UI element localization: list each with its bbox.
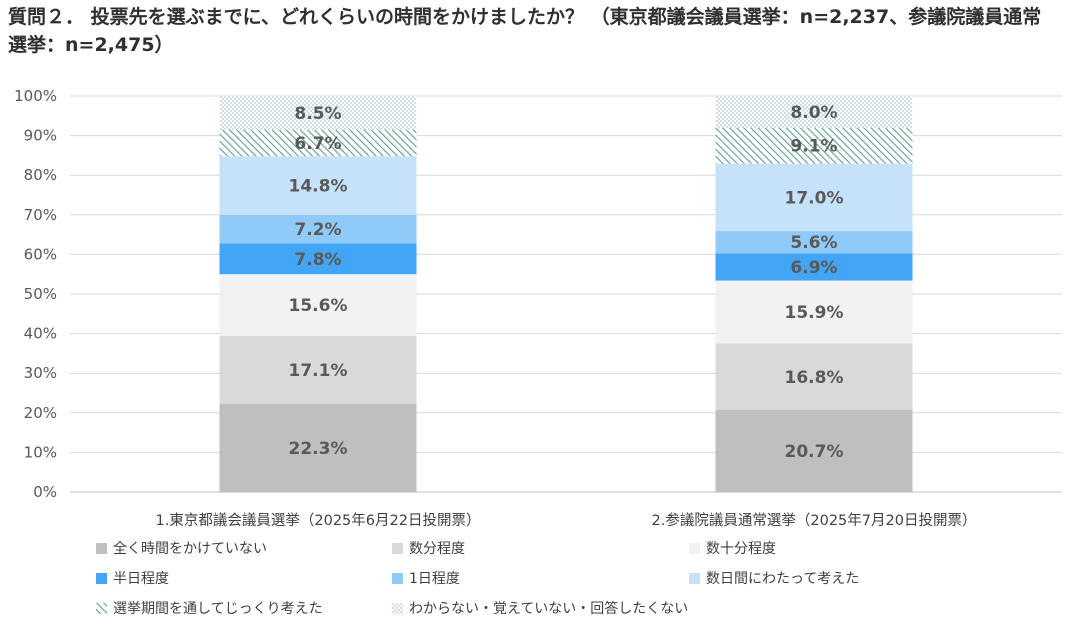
- data-label: 6.9%: [790, 258, 837, 278]
- x-category-label: 1.東京都議会議員選挙（2025年6月22日投開票）: [156, 511, 481, 529]
- data-label: 5.6%: [790, 233, 837, 253]
- data-label: 17.0%: [785, 188, 844, 208]
- chart-title: 質問２． 投票先を選ぶまでに、どれくらいの時間をかけましたか？ （東京都議会議員…: [8, 6, 1042, 56]
- data-labels: 22.3% 17.1% 15.6% 7.8% 7.2% 14.8% 6.7% 8.5% 20.7…: [289, 103, 844, 462]
- bar-segment: [715, 280, 913, 344]
- bar-segment: [715, 253, 913, 281]
- bar-segment: [219, 403, 417, 492]
- y-tick-label: 90%: [24, 127, 57, 145]
- gridlines: [70, 95, 1062, 493]
- y-tick-label: 60%: [24, 245, 57, 263]
- bar-segment: [219, 335, 417, 404]
- bar-segment: [219, 96, 417, 130]
- y-axis-ticks: 0% 10% 20% 30% 40% 50% 60% 70% 80% 90% 100%: [14, 87, 57, 501]
- y-tick-label: 20%: [24, 404, 57, 422]
- y-tick-label: 100%: [14, 87, 57, 105]
- y-tick-label: 80%: [24, 166, 57, 184]
- data-label: 6.7%: [294, 134, 341, 154]
- bar-segment: [219, 243, 417, 275]
- bar-segment: [715, 343, 913, 411]
- y-tick-label: 10%: [24, 443, 57, 461]
- data-label: 9.1%: [790, 137, 837, 157]
- bar-segment: [715, 163, 913, 232]
- data-label: 8.5%: [294, 104, 341, 124]
- data-label: 22.3%: [289, 439, 348, 459]
- data-label: 8.0%: [790, 103, 837, 123]
- data-label: 17.1%: [289, 361, 348, 381]
- bar-segment: [219, 274, 417, 336]
- bar-segment: [715, 410, 913, 492]
- data-label: 20.7%: [785, 442, 844, 462]
- data-label: 14.8%: [289, 176, 348, 196]
- bars: [219, 96, 913, 492]
- data-label: 16.8%: [785, 368, 844, 388]
- data-label: 15.6%: [289, 296, 348, 316]
- bar-segment: [715, 127, 913, 164]
- y-tick-label: 0%: [33, 483, 57, 501]
- y-tick-label: 30%: [24, 364, 57, 382]
- bar-segment: [219, 129, 417, 157]
- x-category-label: 2.参議院議員通常選挙（2025年7月20日投開票）: [652, 511, 977, 529]
- bar-segment: [715, 231, 913, 254]
- bar-segment: [219, 156, 417, 215]
- x-axis-labels: 1.東京都議会議員選挙（2025年6月22日投開票） 2.参議院議員通常選挙（20…: [156, 511, 977, 529]
- y-tick-label: 70%: [24, 206, 57, 224]
- y-tick-label: 50%: [24, 285, 57, 303]
- data-label: 15.9%: [785, 303, 844, 323]
- bar-segment: [219, 214, 417, 244]
- y-tick-label: 40%: [24, 325, 57, 343]
- bar-segment: [715, 96, 913, 128]
- data-label: 7.2%: [294, 220, 341, 240]
- data-label: 7.8%: [294, 250, 341, 270]
